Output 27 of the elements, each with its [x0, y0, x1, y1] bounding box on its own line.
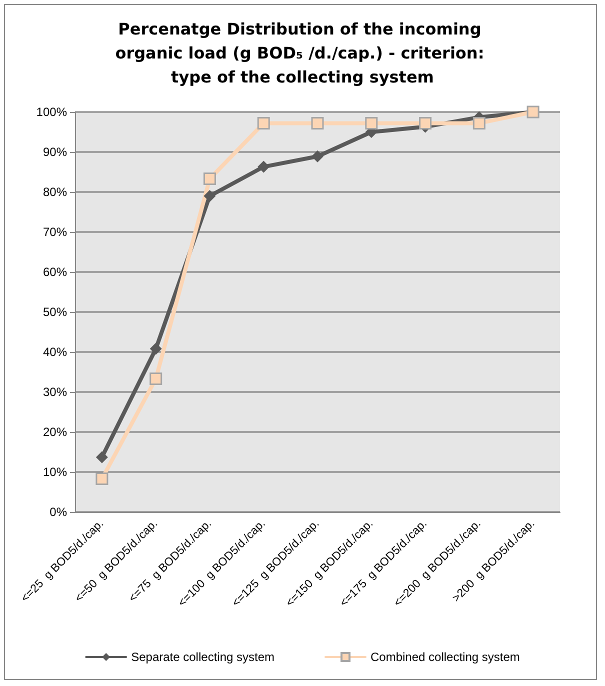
point [96, 472, 108, 486]
y-tick-label: 10% [42, 465, 68, 479]
point [96, 451, 108, 464]
y-tick-label: 60% [42, 265, 68, 279]
y-tick-label: 70% [42, 225, 68, 239]
point [258, 160, 270, 173]
y-tick-label: 20% [42, 425, 68, 439]
legend-label: Separate collecting system [131, 650, 275, 664]
point [311, 116, 324, 130]
point [150, 342, 162, 355]
y-tick-label: 0% [50, 505, 68, 519]
y-tick-label: 90% [42, 145, 68, 159]
y-tick-label: 40% [42, 345, 68, 359]
point [419, 116, 432, 130]
y-tick-label: 80% [42, 185, 68, 199]
point [203, 172, 216, 186]
y-tick-label: 30% [42, 385, 68, 399]
chart-title: Percenatge Distribution of the incoming organic load (g BOD₅ /d./cap.) - criterion: type of the collecting system [115, 20, 490, 86]
legend-label: Combined collecting system [370, 650, 520, 664]
point [312, 150, 324, 162]
y-tick-label: 50% [42, 305, 68, 319]
point [472, 116, 486, 130]
point [150, 372, 162, 386]
point [365, 116, 378, 130]
point [257, 116, 270, 130]
point [204, 190, 216, 202]
y-tick-label: 100% [36, 105, 68, 119]
